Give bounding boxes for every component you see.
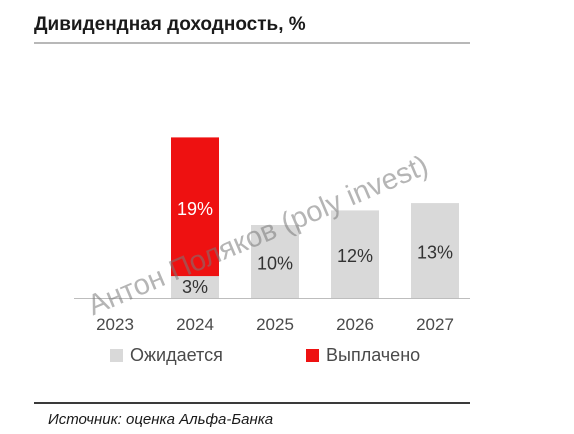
chart-title: Дивидендная доходность, % — [34, 14, 306, 35]
x-tick-label-2026: 2026 — [336, 315, 374, 334]
bar-expected-2027 — [411, 203, 459, 298]
top-divider — [34, 42, 470, 44]
x-tick-label-2024: 2024 — [176, 315, 214, 334]
data-label-expected-2027: 13% — [417, 243, 453, 263]
data-label-expected-2024: 3% — [182, 277, 208, 297]
legend-paid-label: Выплачено — [326, 345, 420, 365]
data-label-expected-2025: 10% — [257, 254, 293, 274]
legend-paid-swatch — [306, 349, 319, 362]
x-tick-label-2025: 2025 — [256, 315, 294, 334]
data-label-expected-2026: 12% — [337, 246, 373, 266]
legend-expected-swatch — [110, 349, 123, 362]
legend-expected-label: Ожидается — [130, 345, 223, 365]
source-note: Источник: оценка Альфа-Банка — [48, 411, 274, 428]
bar-expected-2026 — [331, 210, 379, 298]
dividend-yield-chart: 2023 3% 19% 2024 10% 2025 12% 2026 13% 2027 Ожидае… — [74, 137, 470, 365]
bar-paid-2024 — [171, 137, 219, 277]
x-tick-label-2027: 2027 — [416, 315, 454, 334]
bar-expected-2025 — [251, 225, 299, 298]
x-tick-label-2023: 2023 — [96, 315, 134, 334]
bottom-divider — [34, 402, 470, 404]
bar-expected-2024 — [171, 276, 219, 298]
data-label-paid-2024: 19% — [177, 199, 213, 219]
